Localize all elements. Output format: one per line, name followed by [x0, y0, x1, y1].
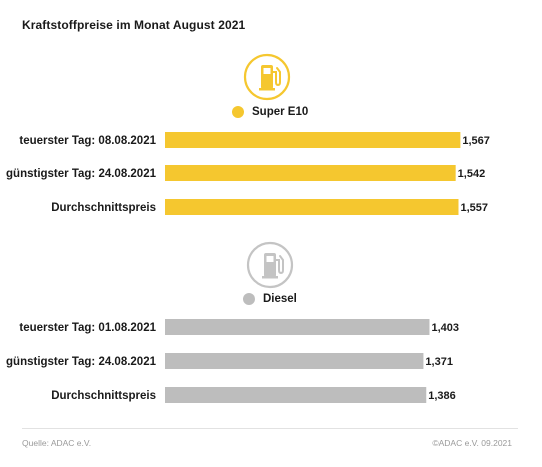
legend-super: Super E10 [232, 106, 308, 118]
source-note: Quelle: ADAC e.V. [22, 438, 92, 448]
value-label: 1,567 [462, 135, 490, 147]
value-label: 1,371 [425, 356, 453, 368]
bar [165, 165, 456, 181]
value-label: 1,403 [431, 322, 459, 334]
footer-divider [22, 428, 518, 429]
legend-diesel-swatch [243, 293, 255, 305]
category-label: günstigster Tag: 24.08.2021 [6, 356, 157, 368]
category-label: Durchschnittspreis [51, 390, 156, 402]
category-label: teuerster Tag: 08.08.2021 [19, 135, 156, 147]
bar [165, 199, 459, 215]
bar [165, 319, 430, 335]
super-fuel-pump-icon [242, 52, 292, 102]
category-label: teuerster Tag: 01.08.2021 [19, 322, 156, 334]
legend-diesel-label: Diesel [263, 293, 297, 305]
legend-diesel: Diesel [243, 293, 297, 305]
bar [165, 387, 427, 403]
legend-super-swatch [232, 106, 244, 118]
copyright-note: ©ADAC e.V. 09.2021 [432, 438, 512, 448]
category-label: Durchschnittspreis [51, 202, 156, 214]
chart-title: Kraftstoffpreise im Monat August 2021 [22, 18, 246, 32]
bar [165, 132, 461, 148]
value-label: 1,386 [428, 390, 456, 402]
value-label: 1,557 [460, 202, 488, 214]
diesel-fuel-pump-icon [245, 240, 295, 290]
category-label: günstigster Tag: 24.08.2021 [6, 168, 157, 180]
bar [165, 353, 424, 369]
value-label: 1,542 [458, 168, 486, 180]
legend-super-label: Super E10 [252, 106, 309, 118]
